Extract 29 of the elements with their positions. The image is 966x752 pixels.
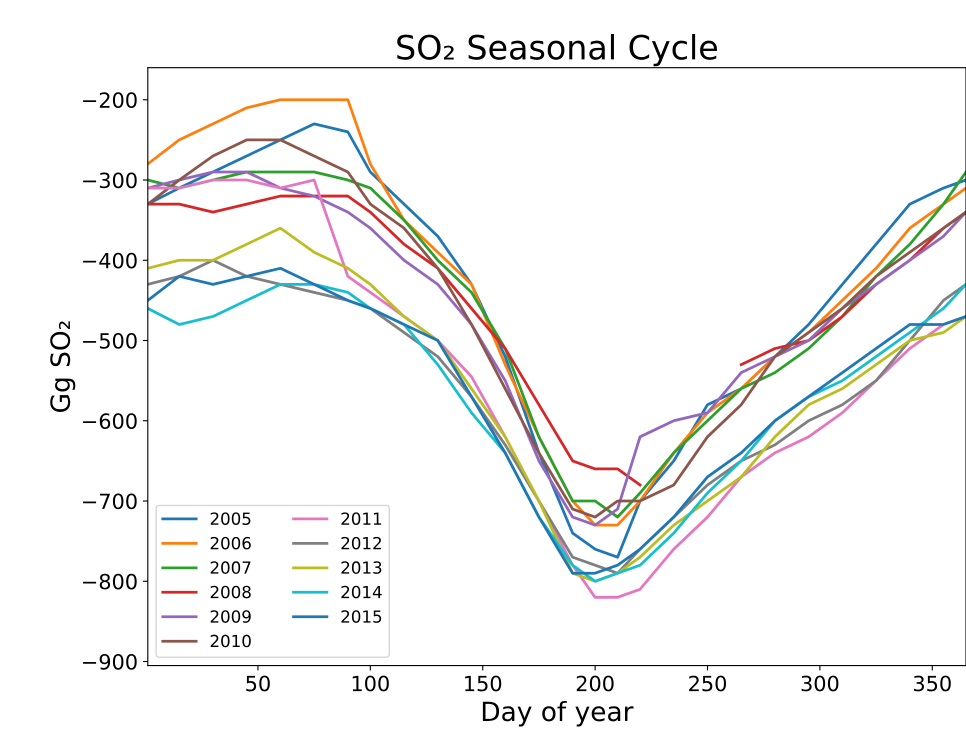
y-tick-label: −600 (83, 413, 137, 429)
y-tick-label: −300 (83, 172, 137, 188)
legend-label: 2015 (341, 610, 382, 623)
legend-label: 2006 (210, 536, 251, 550)
legend-label: 2013 (341, 561, 382, 574)
x-tick-label: 300 (802, 676, 838, 692)
chart-title: SO₂ Seasonal Cycle (397, 34, 717, 66)
x-tick-label: 50 (246, 676, 270, 692)
y-tick-label: −700 (83, 493, 137, 510)
y-tick-label: −900 (83, 654, 137, 670)
x-tick-label: 100 (352, 676, 389, 692)
legend-label: 2010 (210, 634, 251, 648)
x-tick-label: 200 (576, 676, 614, 692)
legend-label: 2005 (210, 512, 250, 525)
x-tick-label: 250 (689, 676, 726, 692)
legend-label: 2007 (210, 561, 250, 574)
y-axis-title: Gg SO₂ (50, 321, 76, 412)
y-tick-label: −800 (83, 574, 137, 590)
legend-label: 2008 (210, 586, 251, 598)
x-tick-label: 150 (465, 676, 502, 692)
legend-label: 2009 (210, 610, 251, 623)
legend-label: 2014 (341, 586, 382, 598)
y-tick-label: −400 (83, 252, 137, 268)
x-axis-title: Day of year (482, 700, 634, 726)
legend-label: 2011 (341, 512, 382, 525)
x-tick-label: 350 (914, 676, 951, 692)
y-tick-label: −200 (83, 92, 137, 108)
legend-label: 2012 (341, 536, 381, 550)
y-tick-label: −500 (83, 332, 137, 349)
